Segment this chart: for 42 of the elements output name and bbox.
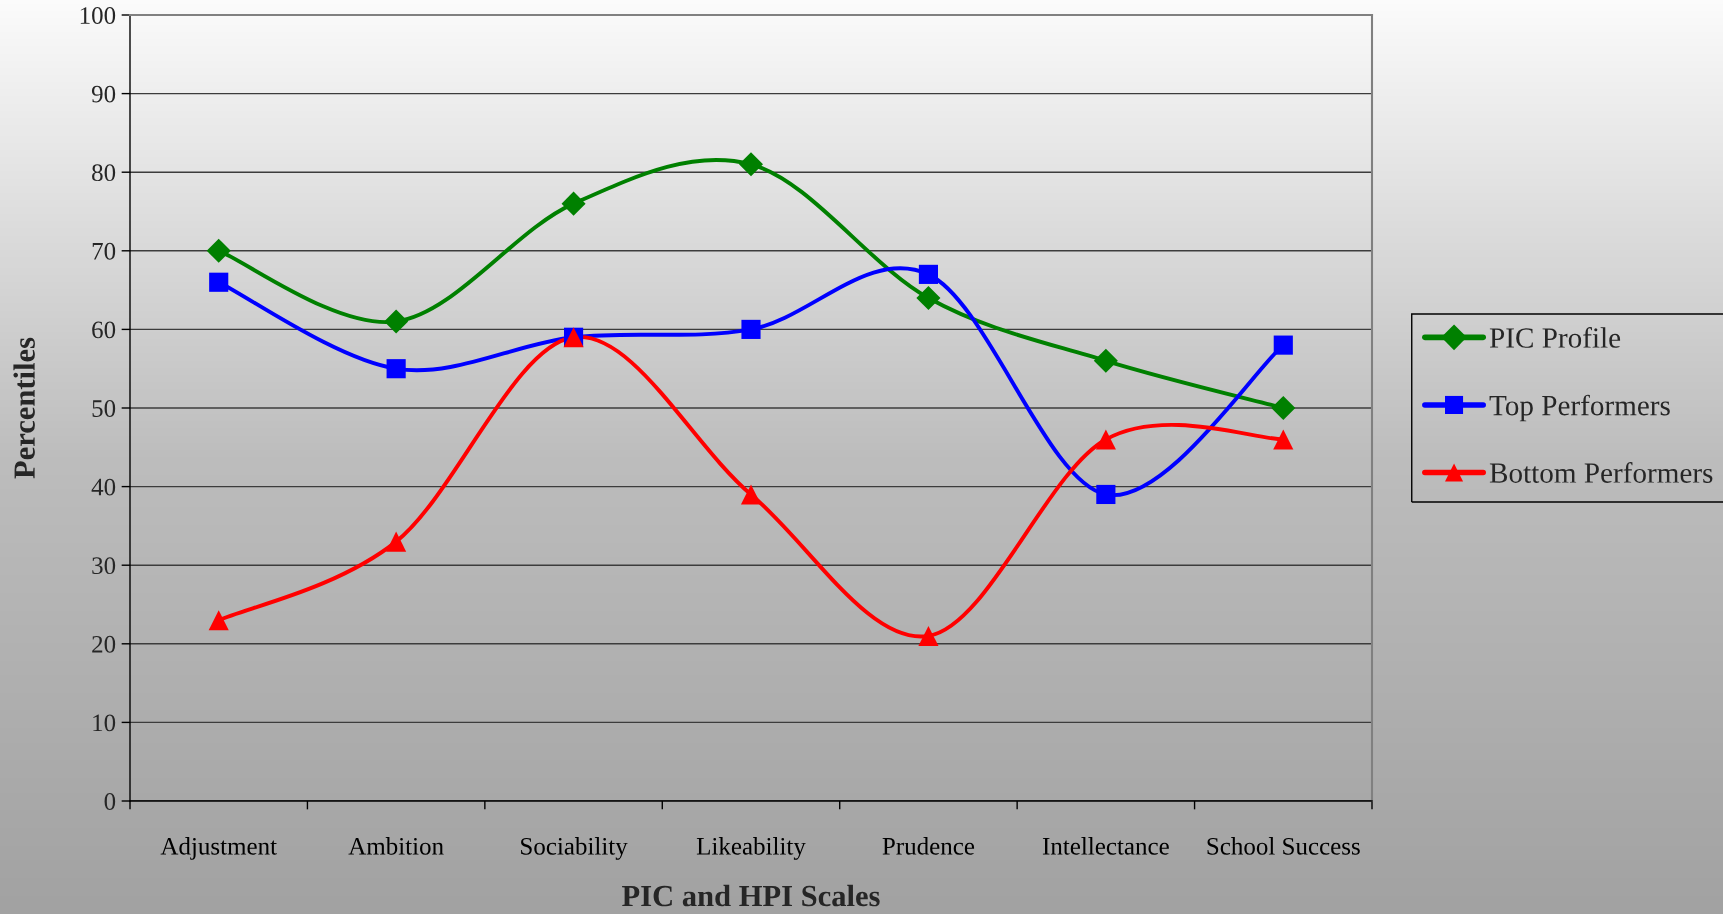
point: [1096, 484, 1116, 505]
legend-label: PIC Profile: [1489, 327, 1621, 348]
y-tick-label: 80: [92, 164, 116, 182]
y-tick-label: 60: [92, 321, 116, 339]
x-tick-label: Sociability: [521, 837, 628, 860]
point: [1093, 348, 1118, 373]
legend-label: Top Performers: [1489, 394, 1670, 422]
x-tick-label: Adjustment: [160, 837, 277, 860]
y-axis-title: Percentiles: [13, 337, 35, 479]
x-tick-label: Likeability: [696, 837, 806, 860]
point: [740, 484, 762, 505]
point: [918, 264, 938, 284]
legend-label: Bottom Performers: [1489, 462, 1713, 483]
y-tick-label: 20: [92, 635, 116, 653]
point: [208, 610, 229, 631]
x-tick-label: Intellectance: [1042, 837, 1169, 855]
x-tick-label: Ambition: [348, 837, 444, 855]
point: [386, 531, 407, 552]
y-tick-label: 90: [91, 85, 116, 103]
point: [738, 152, 764, 177]
y-tick-label: 70: [92, 242, 116, 260]
point: [209, 272, 229, 292]
x-tick-label: Prudence: [882, 837, 975, 855]
point: [386, 359, 406, 379]
y-tick-label: 100: [80, 7, 116, 24]
y-tick-label: 50: [92, 400, 116, 417]
point: [206, 238, 231, 263]
point: [918, 625, 939, 646]
point: [916, 285, 941, 310]
point: [1095, 429, 1116, 450]
point: [1273, 429, 1294, 450]
y-tick-label: 0: [104, 793, 116, 810]
point: [1273, 335, 1293, 355]
y-tick-label: 10: [93, 714, 116, 732]
point: [384, 309, 409, 334]
y-tick-label: 30: [92, 557, 116, 575]
point: [1271, 395, 1296, 421]
y-tick-label: 40: [91, 478, 116, 496]
point: [561, 191, 586, 216]
point: [741, 319, 761, 339]
x-tick-label: School Success: [1207, 837, 1360, 855]
x-axis-title: PIC and HPI Scales: [622, 884, 880, 907]
